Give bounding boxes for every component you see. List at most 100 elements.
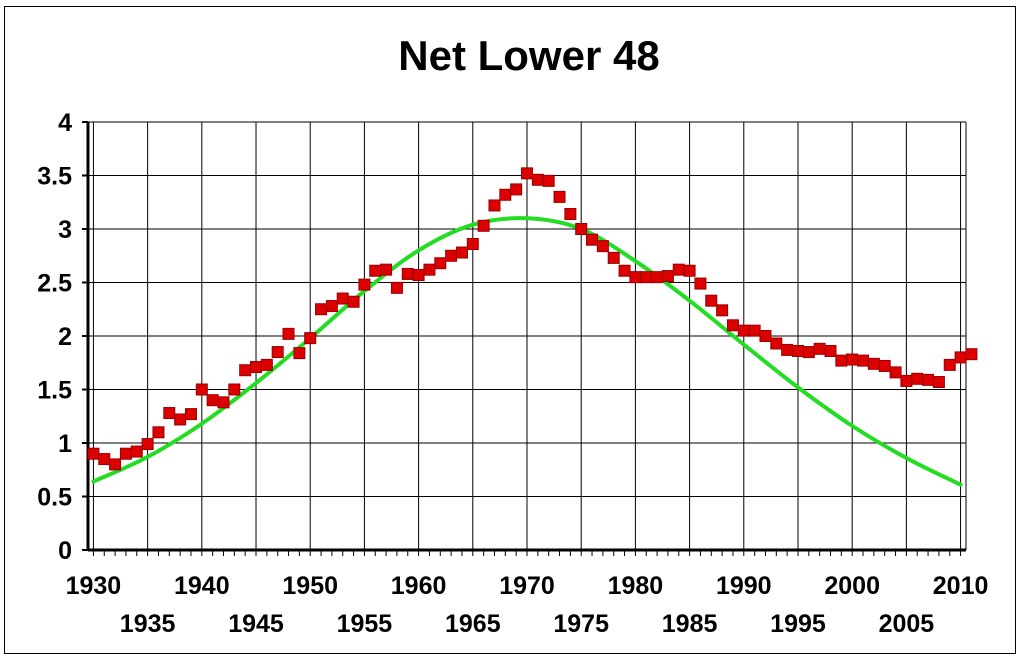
x-tick-label: 1960 [391, 572, 447, 600]
data-point [260, 358, 273, 371]
data-point [596, 240, 609, 253]
data-point [206, 394, 219, 407]
chart-frame [4, 6, 1016, 654]
data-point [271, 346, 284, 359]
data-point [87, 447, 100, 460]
grid-lines [88, 121, 967, 550]
x-tick-label: 1990 [716, 572, 772, 600]
data-point [705, 294, 718, 307]
data-point [455, 246, 468, 259]
x-tick-label: 1965 [445, 610, 501, 638]
data-point [922, 373, 935, 386]
y-tick-label: 4 [58, 109, 72, 137]
x-tick-label: 1935 [120, 610, 176, 638]
data-point [781, 343, 794, 356]
data-point [390, 281, 403, 294]
x-tick-label: 1995 [770, 610, 826, 638]
x-tick-label: 1940 [174, 572, 230, 600]
x-tick-label: 1945 [228, 610, 284, 638]
data-point [282, 327, 295, 340]
data-point [195, 383, 208, 396]
data-point [445, 249, 458, 262]
data-point [98, 453, 111, 466]
data-point [228, 383, 241, 396]
data-point [358, 278, 371, 291]
data-point [412, 269, 425, 282]
data-point [911, 372, 924, 385]
data-point [867, 357, 880, 370]
data-point [824, 344, 837, 357]
data-point [802, 346, 815, 359]
data-point [510, 183, 523, 196]
data-point [553, 190, 566, 203]
data-point [857, 354, 870, 367]
data-point [174, 413, 187, 426]
data-point [141, 438, 154, 451]
data-point [347, 295, 360, 308]
x-tick-label: 1930 [66, 572, 122, 600]
y-tick-label: 1 [58, 430, 72, 458]
data-point [932, 376, 945, 389]
data-point [531, 173, 544, 186]
data-point [716, 304, 729, 317]
y-tick-label: 2.5 [37, 270, 72, 298]
data-point [629, 271, 642, 284]
data-point [683, 264, 696, 277]
x-tick-label: 1970 [499, 572, 555, 600]
data-point [477, 219, 490, 232]
data-point [900, 374, 913, 387]
data-point [586, 233, 599, 246]
data-point [401, 267, 414, 280]
data-point [217, 396, 230, 409]
data-point [640, 271, 653, 284]
y-tick-label: 3 [58, 216, 72, 244]
data-point [315, 303, 328, 316]
data-point [770, 337, 783, 350]
x-tick-label: 1955 [337, 610, 393, 638]
y-tick-labels: 0 0.5 1 1.5 2 2.5 3 3.5 4 [37, 109, 72, 565]
data-point [694, 277, 707, 290]
data-point [250, 361, 263, 374]
x-tick-label: 1975 [553, 610, 609, 638]
data-point [651, 271, 664, 284]
x-tick-label: 1985 [662, 610, 718, 638]
data-point [109, 458, 122, 471]
data-point [661, 270, 674, 283]
data-point [835, 354, 848, 367]
data-point [564, 208, 577, 221]
x-tick-label: 2005 [879, 610, 935, 638]
data-point [380, 263, 393, 276]
data-point [304, 332, 317, 345]
data-point [369, 264, 382, 277]
y-tick-label: 1.5 [37, 377, 72, 405]
data-point [542, 174, 555, 187]
chart-title: Net Lower 48 [398, 32, 660, 79]
data-point [325, 300, 338, 313]
data-point [954, 351, 967, 364]
x-tick-label: 1980 [608, 572, 664, 600]
x-tick-label: 1950 [282, 572, 338, 600]
x-tick-label: 2010 [933, 572, 989, 600]
data-point [943, 358, 956, 371]
data-point [748, 324, 761, 337]
data-point [119, 447, 132, 460]
data-point [488, 199, 501, 212]
data-point [726, 319, 739, 332]
data-points [87, 167, 978, 471]
data-point [965, 348, 978, 361]
data-point [791, 344, 804, 357]
data-point [846, 353, 859, 366]
data-point [607, 251, 620, 264]
data-point [293, 347, 306, 360]
data-point [618, 264, 631, 277]
data-point [466, 237, 479, 250]
y-tick-label: 3.5 [37, 163, 72, 191]
data-point [575, 223, 588, 235]
data-point [152, 426, 165, 439]
x-tick-labels: 1930 1935 1940 1945 1950 1955 1960 1965 1970 1975… [66, 572, 989, 638]
data-point [499, 188, 512, 201]
data-point [184, 408, 197, 421]
data-point [130, 445, 143, 458]
data-point [737, 324, 750, 337]
